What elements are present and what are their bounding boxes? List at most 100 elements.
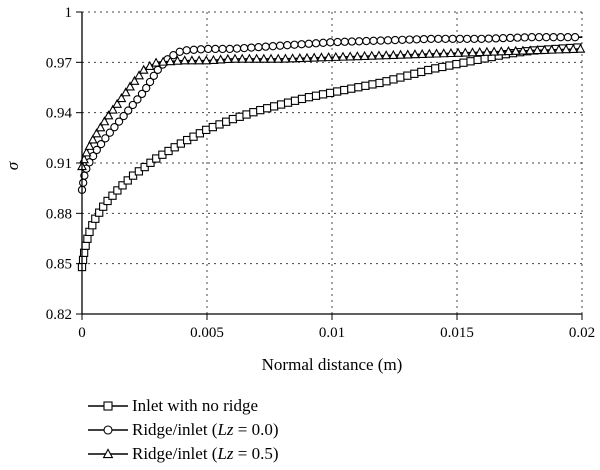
data-point	[496, 46, 507, 56]
data-point	[81, 241, 90, 250]
data-point	[417, 67, 426, 77]
x-tick-label: 0	[78, 325, 86, 341]
data-point	[179, 55, 190, 65]
data-point	[489, 46, 500, 56]
data-point	[172, 55, 183, 65]
data-point	[354, 83, 363, 92]
data-point	[398, 35, 407, 44]
data-point	[204, 44, 213, 54]
data-point	[237, 53, 248, 63]
y-tick-label: 0.91	[46, 156, 72, 172]
data-point	[290, 40, 299, 49]
data-point	[196, 45, 206, 54]
data-point	[194, 55, 204, 65]
data-point	[268, 42, 278, 51]
series-layer	[77, 33, 586, 272]
data-point	[228, 114, 238, 124]
data-point	[388, 49, 399, 59]
data-point	[517, 45, 528, 55]
data-point	[330, 51, 341, 61]
data-point	[103, 110, 114, 120]
data-point	[368, 80, 377, 89]
data-point	[137, 89, 147, 99]
data-point	[556, 33, 565, 42]
data-point	[99, 116, 110, 126]
data-point	[484, 34, 493, 43]
data-point	[375, 78, 384, 88]
data-point	[333, 87, 342, 96]
data-point	[114, 117, 124, 126]
data-point	[145, 77, 155, 87]
y-tick-label: 0.97	[46, 55, 73, 71]
data-point	[481, 46, 492, 56]
data-point	[325, 88, 335, 98]
data-point	[116, 92, 127, 103]
y-tick-label: 0.94	[46, 106, 73, 122]
series-2	[77, 33, 582, 194]
data-point	[520, 33, 529, 42]
data-point	[290, 96, 300, 105]
data-point	[424, 48, 435, 58]
data-point	[129, 75, 140, 85]
legend: Inlet with no ridge Ridge/inlet (Lz = 0.0…	[88, 394, 279, 466]
data-point	[347, 84, 356, 93]
data-point	[462, 34, 472, 43]
data-point	[474, 46, 485, 57]
data-point	[158, 56, 169, 66]
data-point	[302, 52, 312, 62]
grid-lines	[82, 11, 583, 314]
data-point	[448, 34, 457, 43]
data-point	[270, 102, 279, 111]
data-point	[78, 255, 88, 265]
data-point	[426, 34, 436, 44]
data-point	[434, 34, 443, 43]
data-point	[230, 53, 240, 63]
data-point	[112, 98, 123, 108]
series-3	[77, 43, 586, 171]
data-point	[575, 43, 586, 53]
data-point	[254, 42, 263, 52]
data-point	[169, 51, 178, 60]
data-point	[222, 53, 233, 64]
data-point	[466, 57, 475, 66]
legend-marker	[102, 448, 114, 459]
data-point	[431, 48, 442, 58]
data-point	[283, 98, 293, 107]
data-point	[506, 33, 515, 43]
data-point	[510, 45, 521, 55]
data-point	[208, 122, 217, 132]
data-point	[424, 65, 433, 75]
legend-marker	[103, 401, 113, 411]
data-point	[568, 43, 579, 53]
data-point	[382, 77, 391, 86]
data-point	[553, 44, 564, 54]
data-point	[410, 69, 419, 78]
data-point	[280, 53, 291, 63]
data-point	[323, 52, 334, 62]
data-point	[201, 55, 212, 65]
data-point	[128, 100, 137, 110]
data-point	[242, 110, 251, 119]
data-point	[119, 111, 128, 121]
data-point	[287, 53, 298, 63]
data-point	[142, 83, 151, 93]
data-point	[369, 36, 378, 45]
data-point	[304, 39, 313, 48]
data-point	[383, 36, 393, 45]
data-point	[403, 71, 412, 80]
data-point	[110, 123, 119, 132]
data-point	[215, 54, 226, 64]
data-point	[381, 50, 392, 60]
data-point	[525, 45, 536, 55]
legend-item: Ridge/inlet (Lz = 0.5)	[88, 442, 279, 466]
data-point	[186, 55, 197, 65]
data-point	[311, 39, 321, 48]
data-point	[402, 49, 413, 59]
data-point	[256, 105, 265, 115]
data-point	[318, 90, 328, 99]
data-point	[340, 85, 349, 95]
x-tick-label: 0.005	[190, 325, 224, 341]
data-point	[149, 71, 158, 80]
data-point	[215, 120, 224, 129]
data-point	[419, 34, 429, 44]
